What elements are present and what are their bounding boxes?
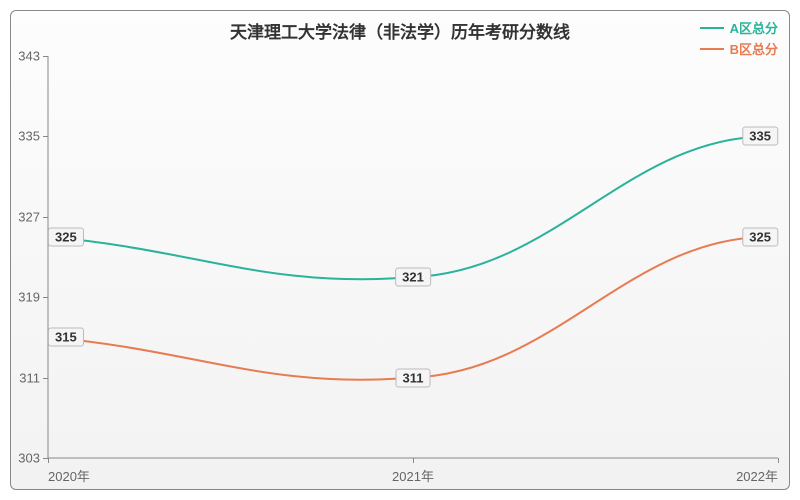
y-axis-label: 343	[18, 49, 48, 64]
legend-swatch	[700, 27, 724, 29]
plot-svg	[48, 56, 778, 458]
data-label: 321	[395, 268, 431, 287]
data-label: 315	[48, 328, 84, 347]
x-tick	[778, 458, 779, 463]
legend: A区总分B区总分	[700, 18, 778, 60]
y-axis-label: 303	[18, 451, 48, 466]
data-label: 311	[396, 368, 431, 387]
y-axis-label: 335	[18, 129, 48, 144]
y-axis-label: 319	[18, 290, 48, 305]
x-axis-label: 2020年	[48, 458, 90, 485]
legend-label: A区总分	[730, 18, 778, 37]
data-label: 325	[48, 227, 84, 246]
legend-item: A区总分	[700, 18, 778, 37]
x-axis-label: 2021年	[392, 458, 434, 485]
data-label: 335	[742, 127, 778, 146]
legend-swatch	[700, 48, 724, 50]
y-axis-label: 311	[19, 370, 48, 385]
x-axis-label: 2022年	[736, 458, 778, 485]
chart-title: 天津理工大学法律（非法学）历年考研分数线	[0, 18, 800, 43]
data-label: 325	[742, 227, 778, 246]
chart-container: 天津理工大学法律（非法学）历年考研分数线 A区总分B区总分 303 311 319 3…	[0, 0, 800, 500]
y-axis-label: 327	[18, 209, 48, 224]
plot-area: 3033113193273353432020年2021年2022年3253213…	[48, 56, 778, 458]
